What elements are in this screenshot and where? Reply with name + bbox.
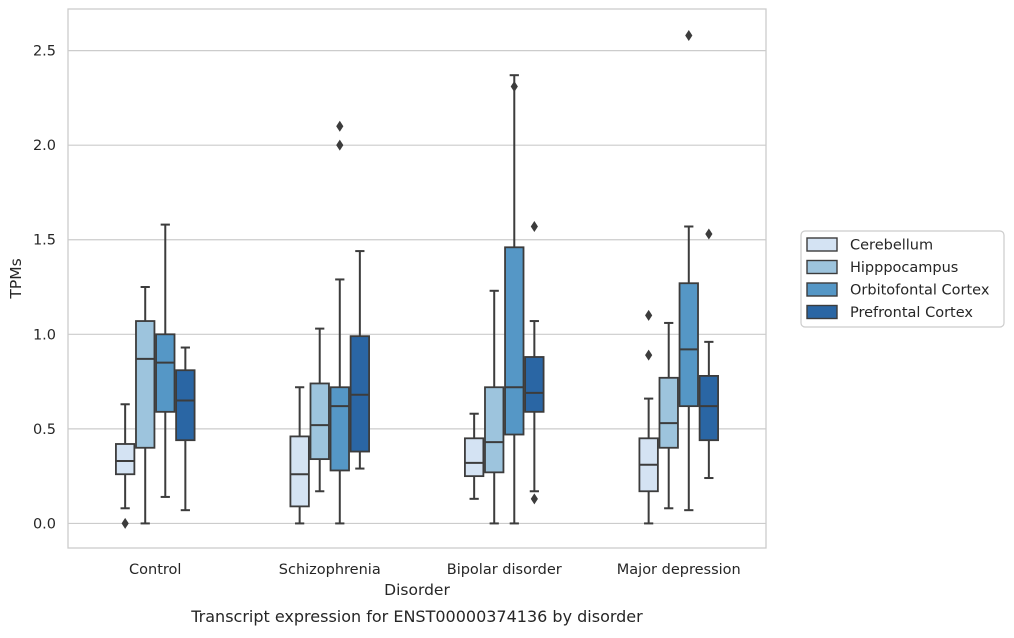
box-element bbox=[349, 250, 370, 470]
box-rect bbox=[678, 282, 699, 408]
legend-label: Prefrontal Cortex bbox=[850, 305, 973, 321]
box-element bbox=[678, 29, 699, 512]
legend-item: Prefrontal Cortex bbox=[806, 304, 973, 321]
legend-item: Cerebellum bbox=[806, 237, 933, 254]
y-tick-label: 0.0 bbox=[33, 516, 56, 532]
box-rect bbox=[504, 246, 525, 436]
outlier-point bbox=[645, 309, 653, 321]
y-tick-label: 0.5 bbox=[33, 422, 56, 438]
box-rect bbox=[484, 386, 505, 474]
plot-frame bbox=[67, 8, 767, 549]
y-tick-labels: 0.0 0.5 1.0 1.5 2.0 2.5 bbox=[33, 44, 56, 533]
box-element bbox=[504, 74, 525, 525]
box-rect bbox=[524, 356, 545, 413]
outlier-point bbox=[121, 517, 129, 529]
box-element bbox=[135, 286, 156, 525]
box-rect bbox=[115, 443, 136, 476]
box-element bbox=[524, 220, 545, 505]
legend: Cerebellum Hipppocampus Orbitofontal Corte… bbox=[800, 230, 1005, 328]
outlier-point bbox=[685, 29, 693, 41]
box-rect bbox=[289, 435, 310, 508]
x-axis-label: Disorder bbox=[384, 581, 450, 599]
box-element bbox=[638, 309, 659, 525]
legend-item: Orbitofontal Cortex bbox=[806, 282, 990, 299]
outlier-point bbox=[530, 493, 538, 505]
x-tick-label: Major depression bbox=[617, 562, 741, 578]
legend-swatch bbox=[806, 237, 838, 252]
box-group bbox=[115, 29, 719, 529]
outlier-point bbox=[530, 220, 538, 232]
outlier-point bbox=[510, 81, 518, 93]
legend-label: Hipppocampus bbox=[850, 260, 958, 276]
outlier-point bbox=[645, 349, 653, 361]
box-rect bbox=[175, 369, 196, 442]
box-element bbox=[155, 223, 176, 498]
y-tick-label: 2.5 bbox=[33, 44, 56, 60]
box-rect bbox=[464, 437, 485, 478]
box-element bbox=[698, 228, 719, 480]
outlier-point bbox=[336, 120, 344, 132]
legend-box bbox=[800, 230, 1005, 328]
box-element bbox=[175, 346, 196, 512]
legend-item: Hipppocampus bbox=[806, 259, 958, 276]
y-tick-label: 2.0 bbox=[33, 138, 56, 154]
outlier-point bbox=[336, 139, 344, 151]
x-tick-label: Control bbox=[129, 562, 181, 578]
box-element bbox=[484, 289, 505, 525]
x-tick-label: Bipolar disorder bbox=[447, 562, 562, 578]
box-rect bbox=[329, 386, 350, 472]
box-rect bbox=[155, 333, 176, 413]
legend-label: Orbitofontal Cortex bbox=[850, 283, 990, 299]
box-rect bbox=[309, 382, 330, 461]
legend-swatch bbox=[806, 259, 838, 275]
box-rect bbox=[658, 376, 679, 449]
box-element bbox=[329, 120, 350, 525]
y-tick-label: 1.5 bbox=[33, 233, 56, 249]
chart-caption: Transcript expression for ENST0000037413… bbox=[190, 607, 643, 626]
box-element bbox=[309, 327, 330, 493]
box-element bbox=[464, 412, 485, 500]
outlier-point bbox=[705, 228, 713, 240]
y-tick-label: 1.0 bbox=[33, 327, 56, 343]
box-rect bbox=[698, 374, 719, 442]
box-element bbox=[658, 321, 679, 510]
legend-swatch bbox=[806, 282, 838, 297]
legend-swatch bbox=[806, 304, 838, 320]
box-element bbox=[289, 386, 310, 525]
box-rect bbox=[135, 320, 156, 449]
x-tick-labels: Control Schizophrenia Bipolar disorder Majo… bbox=[129, 562, 741, 578]
x-tick-label: Schizophrenia bbox=[279, 562, 381, 578]
y-axis-label: TPMs bbox=[7, 258, 25, 299]
legend-label: Cerebellum bbox=[850, 238, 933, 254]
box-element bbox=[115, 403, 136, 529]
